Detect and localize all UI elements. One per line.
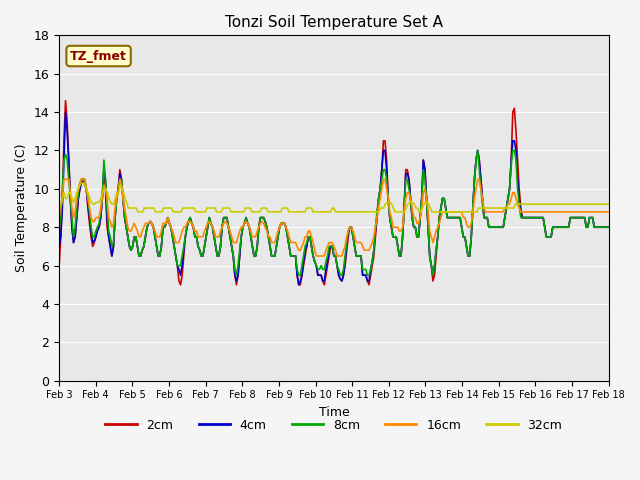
8cm bbox=[290, 253, 298, 259]
4cm bbox=[61, 109, 69, 115]
16cm bbox=[61, 176, 69, 182]
2cm bbox=[214, 253, 221, 259]
2cm bbox=[605, 224, 612, 230]
8cm bbox=[392, 234, 400, 240]
8cm bbox=[191, 234, 199, 240]
2cm bbox=[195, 243, 202, 249]
4cm bbox=[295, 282, 303, 288]
32cm bbox=[190, 205, 198, 211]
8cm bbox=[474, 147, 481, 153]
8cm bbox=[55, 224, 63, 230]
32cm bbox=[55, 205, 63, 211]
32cm bbox=[470, 209, 477, 215]
Text: TZ_fmet: TZ_fmet bbox=[70, 49, 127, 62]
Y-axis label: Soil Temperature (C): Soil Temperature (C) bbox=[15, 144, 28, 272]
4cm bbox=[141, 234, 149, 240]
16cm bbox=[212, 234, 220, 240]
Line: 2cm: 2cm bbox=[59, 101, 609, 285]
2cm bbox=[55, 263, 63, 268]
8cm bbox=[605, 224, 612, 230]
16cm bbox=[55, 215, 63, 220]
16cm bbox=[193, 228, 200, 234]
4cm bbox=[60, 157, 68, 163]
Line: 4cm: 4cm bbox=[59, 112, 609, 285]
Line: 32cm: 32cm bbox=[59, 183, 609, 212]
2cm bbox=[394, 243, 402, 249]
X-axis label: Time: Time bbox=[319, 406, 349, 419]
8cm bbox=[232, 272, 240, 278]
4cm bbox=[193, 234, 200, 240]
2cm bbox=[177, 282, 184, 288]
4cm bbox=[55, 243, 63, 249]
Line: 8cm: 8cm bbox=[59, 150, 609, 275]
2cm bbox=[141, 234, 149, 240]
Line: 16cm: 16cm bbox=[59, 179, 609, 256]
16cm bbox=[312, 253, 320, 259]
8cm bbox=[211, 234, 218, 240]
16cm bbox=[394, 224, 402, 230]
32cm bbox=[134, 209, 141, 215]
Legend: 2cm, 4cm, 8cm, 16cm, 32cm: 2cm, 4cm, 8cm, 16cm, 32cm bbox=[100, 414, 568, 437]
32cm bbox=[136, 209, 143, 215]
16cm bbox=[141, 220, 149, 226]
32cm bbox=[433, 209, 440, 215]
4cm bbox=[212, 243, 220, 249]
8cm bbox=[140, 243, 148, 249]
2cm bbox=[292, 253, 300, 259]
Title: Tonzi Soil Temperature Set A: Tonzi Soil Temperature Set A bbox=[225, 15, 443, 30]
32cm bbox=[529, 201, 537, 207]
4cm bbox=[394, 243, 402, 249]
32cm bbox=[605, 201, 612, 207]
16cm bbox=[605, 209, 612, 215]
4cm bbox=[605, 224, 612, 230]
16cm bbox=[290, 240, 298, 245]
2cm bbox=[61, 98, 69, 104]
32cm bbox=[214, 209, 222, 215]
8cm bbox=[60, 157, 68, 163]
2cm bbox=[60, 138, 68, 144]
4cm bbox=[290, 253, 298, 259]
16cm bbox=[60, 176, 68, 182]
32cm bbox=[78, 180, 86, 186]
